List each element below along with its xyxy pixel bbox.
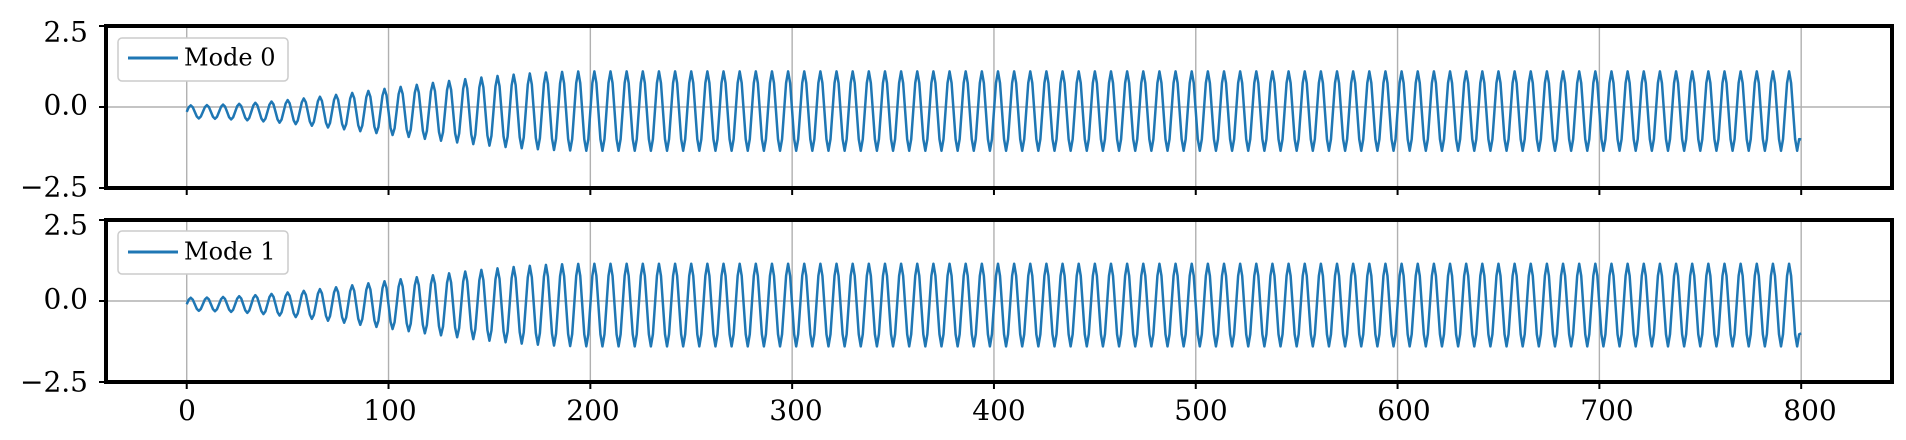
xtick-label: 700 <box>1580 394 1633 427</box>
xtick-label: 100 <box>363 394 416 427</box>
ytick-label: 2.5 <box>43 16 88 49</box>
legend: Mode 0 <box>117 37 289 82</box>
xtick-label: 300 <box>769 394 822 427</box>
series-line-mode-0 <box>185 70 1802 152</box>
ytick-label: −2.5 <box>20 171 88 204</box>
legend: Mode 1 <box>117 230 289 275</box>
xtick-label: 0 <box>178 394 196 427</box>
series-line-mode-1 <box>185 262 1802 348</box>
xtick-label: 400 <box>972 394 1025 427</box>
ytick-label: 0.0 <box>43 283 88 316</box>
ytick-label: 2.5 <box>43 209 88 242</box>
x-axis-tick-labels: 0 100 200 300 400 500 600 700 800 <box>178 394 1837 427</box>
axis-ticks <box>99 219 1803 389</box>
xtick-label: 600 <box>1377 394 1430 427</box>
xtick-label: 800 <box>1783 394 1836 427</box>
axes-frame <box>104 24 1894 190</box>
axes-frame <box>104 218 1894 384</box>
axis-ticks <box>99 25 1803 195</box>
ytick-label: 0.0 <box>43 89 88 122</box>
legend-label: Mode 0 <box>184 44 276 72</box>
xtick-label: 200 <box>566 394 619 427</box>
subplot-mode-1: 2.5 0.0 −2.5 Mode 1 0 100 200 300 400 50… <box>20 209 1894 427</box>
legend-label: Mode 1 <box>184 238 276 266</box>
subplot-mode-0: 2.5 0.0 −2.5 Mode 0 <box>20 16 1894 204</box>
xtick-label: 500 <box>1174 394 1227 427</box>
ytick-label: −2.5 <box>20 366 88 399</box>
legend-box <box>117 230 289 275</box>
legend-box <box>117 37 289 82</box>
